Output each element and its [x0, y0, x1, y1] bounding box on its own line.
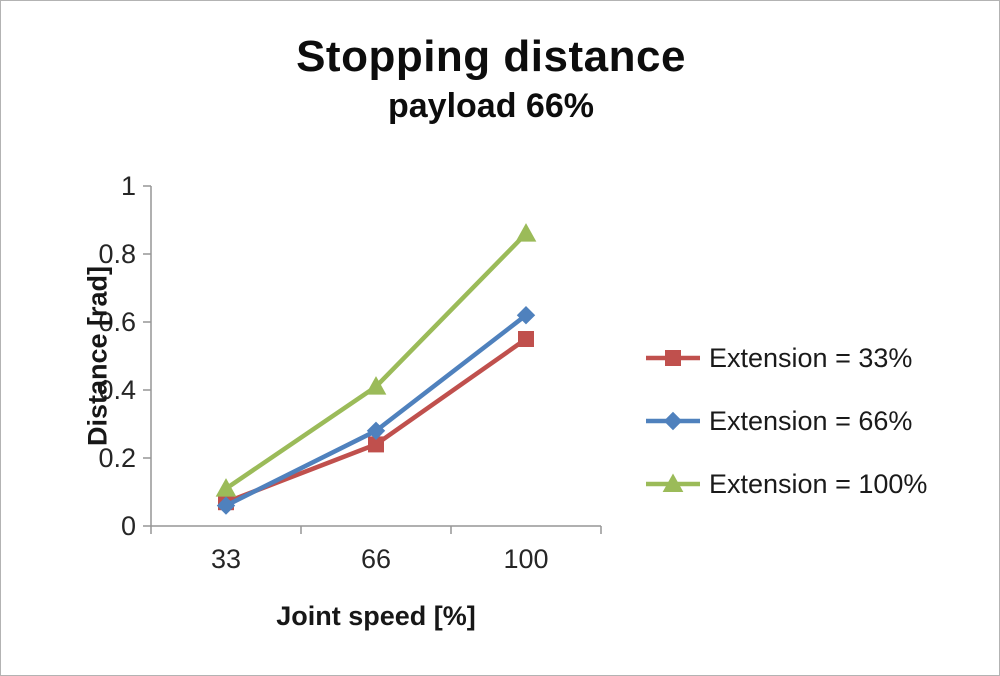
series-1-marker	[366, 421, 386, 441]
chart-subtitle: payload 66%	[388, 87, 594, 125]
series-1-marker	[516, 305, 536, 325]
y-tick-label: 1	[121, 171, 136, 201]
series-2	[215, 223, 537, 497]
series-0-marker	[518, 331, 534, 347]
series-2-marker	[662, 473, 684, 492]
series-1-marker	[216, 496, 236, 515]
y-tick-label: 0.6	[98, 307, 136, 337]
series-1	[216, 305, 536, 515]
legend-item: Extension = 100%	[644, 469, 927, 499]
y-axis-title: Distance [rad]	[82, 265, 113, 447]
series-2-marker	[515, 223, 537, 242]
series-0	[218, 331, 534, 511]
y-tick-label: 0.8	[98, 239, 136, 269]
y-tick-label: 0	[121, 511, 136, 541]
x-tick-label: 66	[361, 544, 391, 574]
series-0-line	[223, 336, 529, 505]
series-2-marker	[215, 478, 237, 497]
legend-label: Extension = 33%	[709, 342, 913, 373]
y-tick-label: 0.4	[98, 375, 136, 405]
legend-label: Extension = 100%	[709, 468, 928, 499]
series-2-marker	[365, 376, 387, 395]
y-tick-label: 0.2	[98, 443, 136, 473]
legend-label: Extension = 66%	[709, 405, 913, 436]
legend-marker-square-icon	[646, 350, 700, 366]
chart-title: Stopping distance	[296, 32, 686, 81]
legend-item: Extension = 66%	[644, 406, 927, 436]
series-1-line	[223, 312, 529, 508]
legend-item: Extension = 33%	[644, 343, 927, 373]
legend-marker-diamond-icon	[646, 411, 700, 431]
x-tick-label: 100	[503, 544, 548, 574]
legend-marker-triangle-icon	[646, 473, 700, 492]
series-0-marker	[665, 350, 681, 366]
legend: Extension = 33% Extension = 66% Extension …	[644, 343, 927, 499]
series-1-marker	[663, 411, 683, 431]
x-axis-title: Joint speed [%]	[276, 601, 476, 631]
x-tick-label: 33	[211, 544, 241, 574]
chart-title-block: Stopping distance payload 66%	[1, 31, 981, 127]
